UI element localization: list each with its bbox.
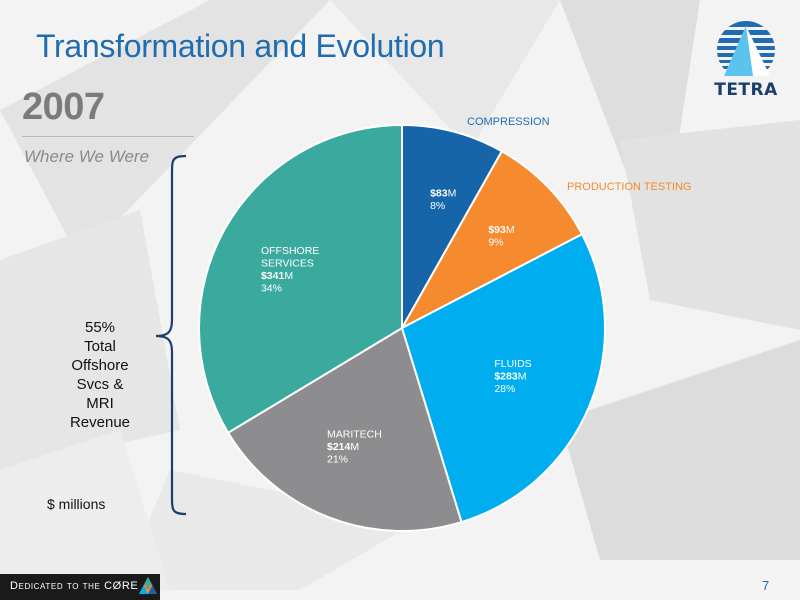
note-line: Offshore bbox=[71, 357, 129, 374]
slice-label-name: MARITECH bbox=[327, 429, 382, 441]
curly-brace-icon bbox=[155, 154, 187, 516]
logo-wordmark: TETRA bbox=[714, 80, 778, 100]
note-line: Total bbox=[84, 338, 116, 355]
slice-label-name: OFFSHORE bbox=[261, 245, 319, 257]
year-heading: 2007 bbox=[22, 86, 105, 128]
slice-label-name: FLUIDS bbox=[494, 358, 531, 370]
slice-label: OFFSHORE SERVICES $341M 34% bbox=[261, 245, 319, 295]
pie-slice-offshore-services bbox=[198, 123, 403, 435]
slice-label-percent: 34% bbox=[261, 283, 282, 295]
slice-label-percent: 8% bbox=[430, 200, 445, 212]
slice-label-value: $214M bbox=[327, 441, 359, 453]
slice-label: $93M 9% bbox=[488, 224, 514, 249]
subtitle: Where We Were bbox=[24, 147, 150, 166]
slide-title: Transformation and Evolution bbox=[36, 28, 445, 64]
slice-label-name: SERVICES bbox=[261, 258, 314, 270]
note-line: Svcs & bbox=[76, 376, 124, 393]
pie-slice-compression bbox=[401, 123, 504, 332]
page-number: 7 bbox=[762, 578, 770, 593]
slice-label-percent: 28% bbox=[494, 383, 515, 395]
footer-tagline: Dedicated to the CØRE bbox=[10, 580, 139, 592]
slice-label-percent: 9% bbox=[488, 236, 503, 248]
offshore-revenue-note: 55% Total Offshore Svcs & MRI Revenue bbox=[62, 318, 138, 432]
slice-label-value: $341M bbox=[261, 270, 293, 282]
note-line: 55% bbox=[84, 319, 116, 336]
slice-label: MARITECH $214M 21% bbox=[327, 429, 382, 466]
slice-label-value: $83M bbox=[430, 187, 456, 199]
slice-label: $83M 8% bbox=[430, 187, 456, 212]
pie-slice-fluids bbox=[400, 232, 606, 524]
tagline-triangle-icon bbox=[139, 577, 157, 594]
slice-label-value: $93M bbox=[488, 224, 514, 236]
slice-label-value: $283M bbox=[494, 371, 526, 383]
pie-slice-production-testing bbox=[399, 149, 584, 331]
slice-label: FLUIDS $283M 28% bbox=[494, 358, 531, 395]
note-line: Revenue bbox=[69, 414, 131, 431]
compression-callout-label: COMPRESSION bbox=[467, 116, 550, 128]
divider bbox=[22, 136, 194, 137]
footer-bar bbox=[0, 574, 160, 600]
production-testing-callout-label: PRODUCTION TESTING bbox=[567, 181, 692, 193]
pie-slice-maritech bbox=[226, 326, 463, 532]
slice-label-percent: 21% bbox=[327, 454, 348, 466]
note-line: MRI bbox=[86, 395, 114, 412]
units-note: $ millions bbox=[47, 496, 106, 512]
tetra-triangle-logo-icon bbox=[717, 21, 775, 76]
